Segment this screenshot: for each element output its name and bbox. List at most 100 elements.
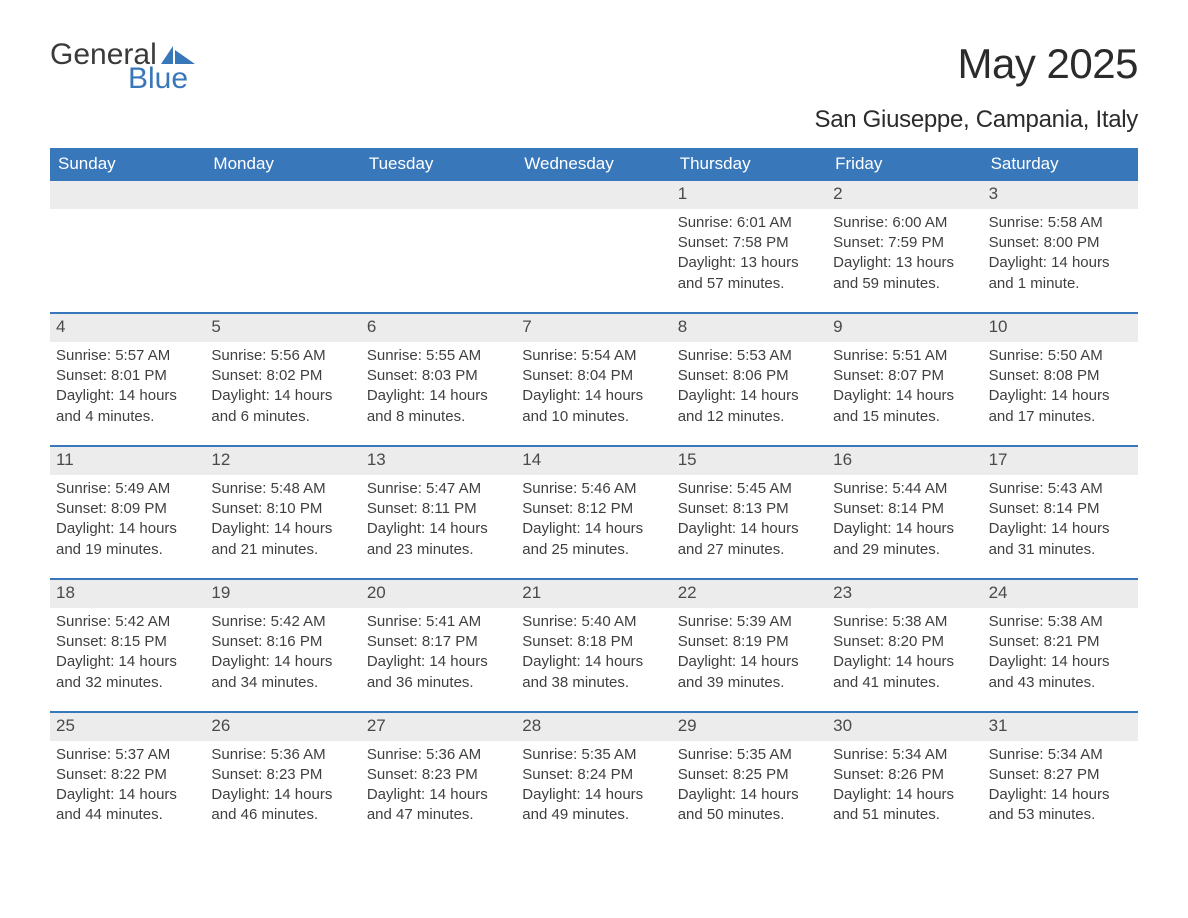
day-number: 20 xyxy=(361,580,516,608)
day-number: 23 xyxy=(827,580,982,608)
daylight-line: Daylight: 13 hours and 57 minutes. xyxy=(678,253,821,294)
daylight-line: Daylight: 14 hours and 12 minutes. xyxy=(678,386,821,427)
day-number: 4 xyxy=(50,314,205,342)
sunset-line: Sunset: 8:03 PM xyxy=(367,366,510,386)
daylight-line: Daylight: 14 hours and 25 minutes. xyxy=(522,519,665,560)
sunset-line: Sunset: 8:23 PM xyxy=(211,765,354,785)
day-25: 25Sunrise: 5:37 AMSunset: 8:22 PMDayligh… xyxy=(50,713,205,844)
sunrise-line: Sunrise: 5:38 AM xyxy=(833,612,976,632)
day-number: 30 xyxy=(827,713,982,741)
day-19: 19Sunrise: 5:42 AMSunset: 8:16 PMDayligh… xyxy=(205,580,360,711)
sunrise-line: Sunrise: 5:44 AM xyxy=(833,479,976,499)
daylight-line: Daylight: 14 hours and 34 minutes. xyxy=(211,652,354,693)
daylight-line: Daylight: 14 hours and 19 minutes. xyxy=(56,519,199,560)
day-number: 7 xyxy=(516,314,671,342)
sunrise-line: Sunrise: 5:55 AM xyxy=(367,346,510,366)
sunrise-line: Sunrise: 5:39 AM xyxy=(678,612,821,632)
sunrise-line: Sunrise: 5:56 AM xyxy=(211,346,354,366)
sunset-line: Sunset: 8:12 PM xyxy=(522,499,665,519)
day-15: 15Sunrise: 5:45 AMSunset: 8:13 PMDayligh… xyxy=(672,447,827,578)
daylight-line: Daylight: 14 hours and 8 minutes. xyxy=(367,386,510,427)
day-30: 30Sunrise: 5:34 AMSunset: 8:26 PMDayligh… xyxy=(827,713,982,844)
daylight-line: Daylight: 14 hours and 23 minutes. xyxy=(367,519,510,560)
sunset-line: Sunset: 8:10 PM xyxy=(211,499,354,519)
day-number: 17 xyxy=(983,447,1138,475)
day-number: 26 xyxy=(205,713,360,741)
daylight-line: Daylight: 14 hours and 43 minutes. xyxy=(989,652,1132,693)
sunrise-line: Sunrise: 5:40 AM xyxy=(522,612,665,632)
sunset-line: Sunset: 8:24 PM xyxy=(522,765,665,785)
sunset-line: Sunset: 8:02 PM xyxy=(211,366,354,386)
daylight-line: Daylight: 14 hours and 4 minutes. xyxy=(56,386,199,427)
week-row: 11Sunrise: 5:49 AMSunset: 8:09 PMDayligh… xyxy=(50,445,1138,578)
daylight-line: Daylight: 14 hours and 49 minutes. xyxy=(522,785,665,826)
day-empty xyxy=(516,181,671,312)
daylight-line: Daylight: 14 hours and 36 minutes. xyxy=(367,652,510,693)
sunset-line: Sunset: 8:27 PM xyxy=(989,765,1132,785)
location-subtitle: San Giuseppe, Campania, Italy xyxy=(815,106,1139,134)
day-number: 18 xyxy=(50,580,205,608)
sunset-line: Sunset: 7:59 PM xyxy=(833,233,976,253)
day-1: 1Sunrise: 6:01 AMSunset: 7:58 PMDaylight… xyxy=(672,181,827,312)
day-number: 22 xyxy=(672,580,827,608)
day-5: 5 Sunrise: 5:56 AMSunset: 8:02 PMDaylight… xyxy=(205,314,360,445)
sunrise-line: Sunrise: 5:54 AM xyxy=(522,346,665,366)
sunrise-line: Sunrise: 5:38 AM xyxy=(989,612,1132,632)
day-17: 17Sunrise: 5:43 AMSunset: 8:14 PMDayligh… xyxy=(983,447,1138,578)
day-13: 13Sunrise: 5:47 AMSunset: 8:11 PMDayligh… xyxy=(361,447,516,578)
day-number: 5 xyxy=(205,314,360,342)
sunset-line: Sunset: 8:14 PM xyxy=(989,499,1132,519)
day-10: 10Sunrise: 5:50 AMSunset: 8:08 PMDayligh… xyxy=(983,314,1138,445)
day-number: 28 xyxy=(516,713,671,741)
sunrise-line: Sunrise: 5:35 AM xyxy=(678,745,821,765)
daylight-line: Daylight: 14 hours and 21 minutes. xyxy=(211,519,354,560)
sunrise-line: Sunrise: 5:41 AM xyxy=(367,612,510,632)
sunset-line: Sunset: 8:19 PM xyxy=(678,632,821,652)
month-title: May 2025 xyxy=(815,40,1139,88)
day-18: 18Sunrise: 5:42 AMSunset: 8:15 PMDayligh… xyxy=(50,580,205,711)
sunrise-line: Sunrise: 6:00 AM xyxy=(833,213,976,233)
day-number: 29 xyxy=(672,713,827,741)
daylight-line: Daylight: 14 hours and 41 minutes. xyxy=(833,652,976,693)
sunset-line: Sunset: 8:23 PM xyxy=(367,765,510,785)
day-number: 25 xyxy=(50,713,205,741)
sunrise-line: Sunrise: 5:48 AM xyxy=(211,479,354,499)
day-number: 14 xyxy=(516,447,671,475)
daylight-line: Daylight: 13 hours and 59 minutes. xyxy=(833,253,976,294)
sunset-line: Sunset: 8:18 PM xyxy=(522,632,665,652)
sunset-line: Sunset: 8:13 PM xyxy=(678,499,821,519)
day-8: 8Sunrise: 5:53 AMSunset: 8:06 PMDaylight… xyxy=(672,314,827,445)
day-number: 24 xyxy=(983,580,1138,608)
day-11: 11Sunrise: 5:49 AMSunset: 8:09 PMDayligh… xyxy=(50,447,205,578)
daylight-line: Daylight: 14 hours and 27 minutes. xyxy=(678,519,821,560)
day-number: 10 xyxy=(983,314,1138,342)
daylight-line: Daylight: 14 hours and 6 minutes. xyxy=(211,386,354,427)
daylight-line: Daylight: 14 hours and 38 minutes. xyxy=(522,652,665,693)
daylight-line: Daylight: 14 hours and 39 minutes. xyxy=(678,652,821,693)
day-number: 13 xyxy=(361,447,516,475)
day-number: 19 xyxy=(205,580,360,608)
daylight-line: Daylight: 14 hours and 51 minutes. xyxy=(833,785,976,826)
dow-sunday: Sunday xyxy=(50,148,205,181)
day-31: 31Sunrise: 5:34 AMSunset: 8:27 PMDayligh… xyxy=(983,713,1138,844)
day-26: 26Sunrise: 5:36 AMSunset: 8:23 PMDayligh… xyxy=(205,713,360,844)
day-12: 12Sunrise: 5:48 AMSunset: 8:10 PMDayligh… xyxy=(205,447,360,578)
sunrise-line: Sunrise: 5:42 AM xyxy=(56,612,199,632)
daylight-line: Daylight: 14 hours and 17 minutes. xyxy=(989,386,1132,427)
sunrise-line: Sunrise: 5:53 AM xyxy=(678,346,821,366)
daylight-line: Daylight: 14 hours and 47 minutes. xyxy=(367,785,510,826)
dow-saturday: Saturday xyxy=(983,148,1138,181)
sunrise-line: Sunrise: 6:01 AM xyxy=(678,213,821,233)
daylight-line: Daylight: 14 hours and 31 minutes. xyxy=(989,519,1132,560)
day-number xyxy=(516,181,671,209)
sunset-line: Sunset: 8:20 PM xyxy=(833,632,976,652)
day-16: 16Sunrise: 5:44 AMSunset: 8:14 PMDayligh… xyxy=(827,447,982,578)
day-empty xyxy=(361,181,516,312)
sunset-line: Sunset: 8:26 PM xyxy=(833,765,976,785)
sunset-line: Sunset: 8:09 PM xyxy=(56,499,199,519)
daylight-line: Daylight: 14 hours and 53 minutes. xyxy=(989,785,1132,826)
week-row: 1Sunrise: 6:01 AMSunset: 7:58 PMDaylight… xyxy=(50,181,1138,312)
day-number: 8 xyxy=(672,314,827,342)
day-21: 21Sunrise: 5:40 AMSunset: 8:18 PMDayligh… xyxy=(516,580,671,711)
sunrise-line: Sunrise: 5:36 AM xyxy=(211,745,354,765)
